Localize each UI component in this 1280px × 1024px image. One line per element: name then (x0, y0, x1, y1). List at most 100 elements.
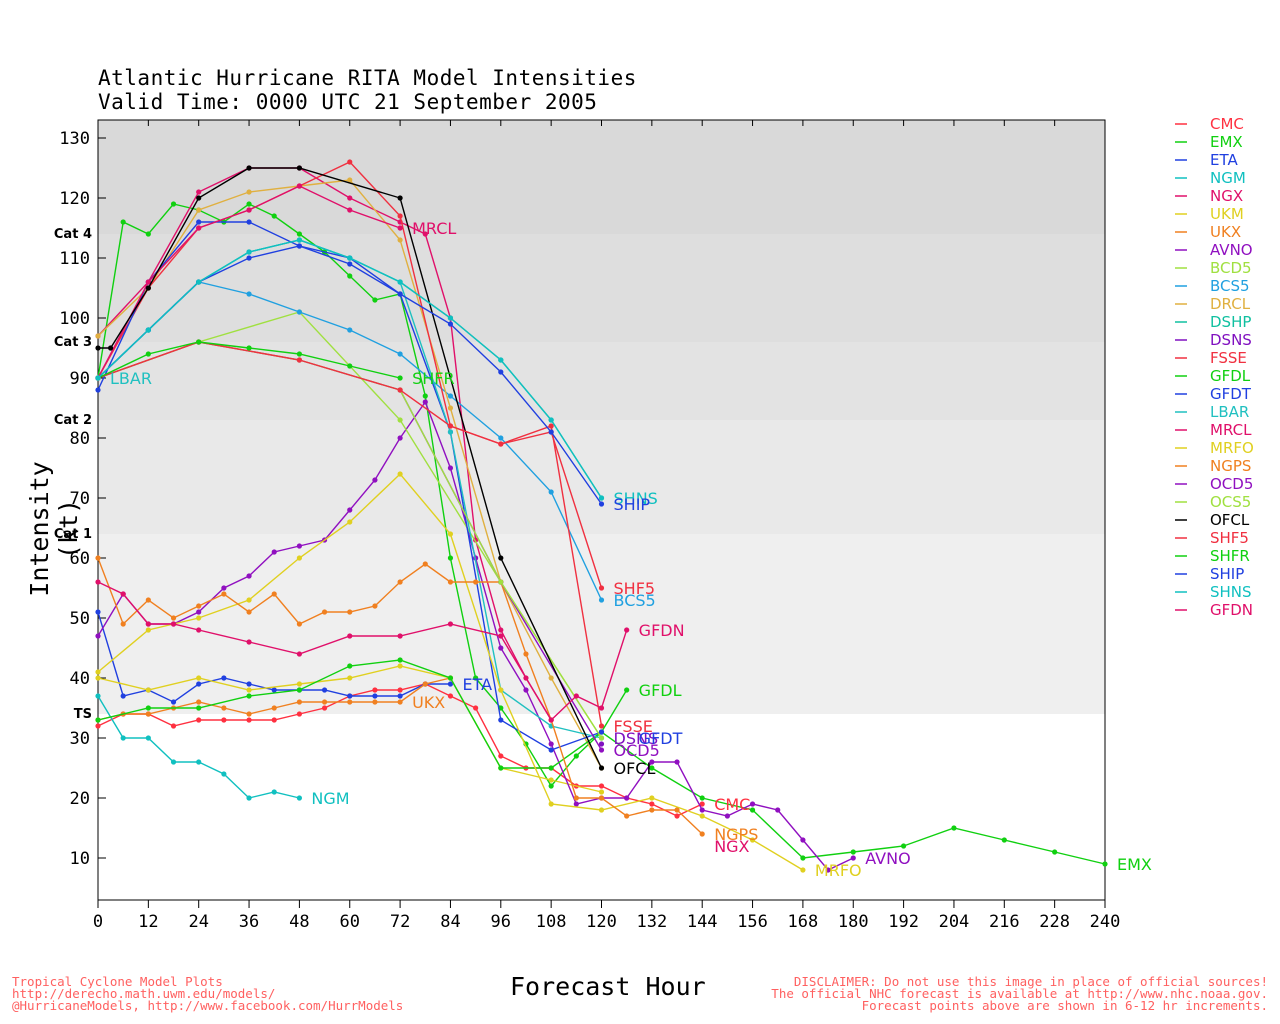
point-ngps (699, 831, 705, 837)
point-ukm (196, 675, 202, 681)
point-eta (95, 609, 101, 615)
point-gfdt (598, 729, 605, 735)
x-tick-label: 12 (138, 912, 158, 932)
point-emx (246, 201, 252, 207)
x-tick-label: 96 (491, 912, 511, 932)
end-label-ngx: NGX (714, 837, 749, 856)
point-ngx (196, 189, 202, 195)
point-cmc (271, 717, 277, 723)
point-gfdn (120, 591, 126, 597)
point-mrfo (548, 801, 554, 807)
point-ngps (523, 651, 529, 657)
x-tick-label: 132 (636, 912, 667, 932)
point-shf5 (598, 585, 605, 591)
point-avno (372, 477, 378, 483)
category-label: Cat 2 (54, 413, 92, 428)
legend-label-shns: SHNS (1210, 583, 1252, 601)
point-shns (447, 315, 454, 321)
point-ngm (120, 735, 126, 741)
point-shns (548, 417, 554, 423)
point-gfdt (196, 219, 202, 225)
point-avno (498, 645, 504, 651)
legend-label-mrcl: MRCL (1210, 421, 1252, 439)
point-ngm (95, 693, 101, 699)
point-ngm (170, 759, 177, 765)
footer-credits-social[interactable]: @HurricaneModels, http://www.facebook.co… (12, 998, 404, 1013)
point-avno (523, 687, 529, 693)
point-avno (95, 633, 101, 639)
point-shf5 (397, 387, 403, 393)
point-shf5 (296, 357, 302, 363)
x-tick-label: 0 (93, 912, 103, 932)
point-emx (800, 855, 806, 861)
point-drcl (397, 237, 403, 243)
point-emx (951, 825, 957, 831)
point-ngps (221, 591, 227, 597)
point-drcl (548, 675, 554, 681)
point-emx (447, 555, 454, 561)
point-gfdt (548, 747, 554, 753)
point-mrfo (397, 471, 403, 477)
point-shf5 (498, 441, 504, 447)
point-ngps (624, 813, 630, 819)
legend-label-ocs5: OCS5 (1210, 493, 1251, 511)
point-shfr (145, 351, 151, 357)
point-ukx (246, 711, 252, 717)
point-gfdn (598, 705, 605, 711)
legend-label-lbar: LBAR (1210, 403, 1249, 421)
point-ngps (598, 795, 605, 801)
point-avno (221, 585, 227, 591)
series-line-shf5 (97, 341, 603, 589)
point-cmc (699, 801, 705, 807)
point-lbar (447, 429, 454, 435)
point-ukm (347, 675, 353, 681)
point-shfr (196, 339, 202, 345)
category-label: Cat 1 (54, 527, 92, 542)
point-fsse (548, 423, 554, 429)
end-label-fsse: FSSE (614, 717, 653, 736)
point-mrfo (246, 597, 252, 603)
point-eta (321, 687, 328, 693)
point-ngps (347, 609, 353, 615)
point-avno (196, 609, 202, 615)
legend-label-dsns: DSNS (1210, 331, 1252, 349)
point-shns (296, 237, 302, 243)
point-emx (548, 783, 554, 789)
footer-credits-link[interactable]: http://derecho.math.uwm.edu/models/ (12, 986, 276, 1001)
point-ukx (271, 705, 277, 711)
point-ngm (145, 735, 151, 741)
point-fsse (598, 723, 605, 729)
point-emx (573, 753, 579, 759)
y-tick-label: 40 (70, 669, 90, 689)
y-tick-label: 70 (70, 489, 90, 509)
chart-subtitle: Valid Time: 0000 UTC 21 September 2005 (98, 90, 598, 114)
point-avno (749, 801, 756, 807)
point-ocd5 (598, 747, 605, 753)
point-ngps (296, 621, 302, 627)
x-tick-label: 60 (340, 912, 360, 932)
point-avno (800, 837, 806, 843)
point-avno (724, 813, 730, 819)
legend-label-ofcl: OFCL (1210, 511, 1250, 529)
point-emx (901, 843, 907, 849)
point-ngps (196, 603, 202, 609)
footer-credits: Tropical Cyclone Model Plots http://dere… (12, 975, 404, 1013)
legend-label-ocd5: OCD5 (1210, 475, 1253, 493)
category-band-cat-4 (98, 120, 1105, 234)
point-ship (598, 501, 605, 507)
point-ship (246, 255, 252, 261)
point-ukx (221, 705, 227, 711)
end-label-gfdl: GFDL (639, 681, 682, 700)
point-avno (397, 435, 403, 441)
point-cmc (170, 723, 177, 729)
point-avno (825, 867, 831, 873)
point-gfdl (196, 705, 202, 711)
end-label-ukx: UKX (412, 693, 445, 712)
point-drcl (196, 207, 202, 213)
point-emx (1001, 837, 1007, 843)
legend-label-shfr: SHFR (1210, 547, 1250, 565)
point-gfdn (95, 579, 101, 585)
point-drcl (447, 405, 454, 411)
point-eta (120, 693, 126, 699)
end-label-ofcl: OFCL (614, 759, 656, 778)
